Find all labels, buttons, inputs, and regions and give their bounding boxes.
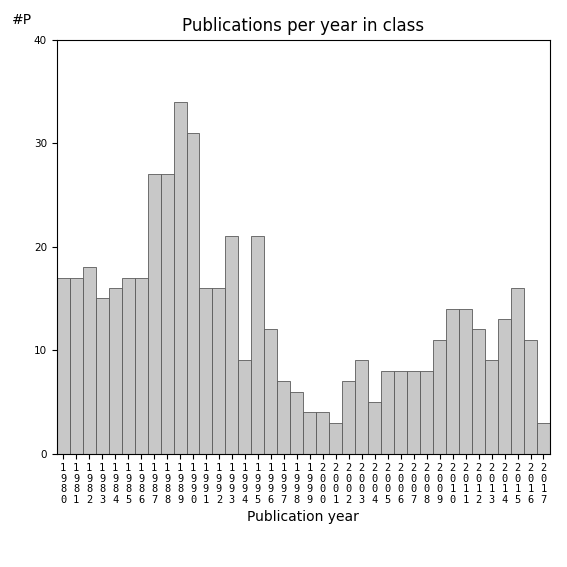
Bar: [147, 174, 160, 454]
Bar: [70, 278, 83, 454]
Bar: [420, 371, 433, 454]
Bar: [356, 361, 368, 454]
Bar: [472, 329, 485, 454]
Title: Publications per year in class: Publications per year in class: [182, 18, 425, 35]
Bar: [290, 391, 303, 454]
Bar: [57, 278, 70, 454]
Bar: [511, 288, 524, 454]
Bar: [251, 236, 264, 454]
Bar: [368, 402, 381, 454]
Bar: [329, 422, 342, 454]
Bar: [134, 278, 147, 454]
Bar: [498, 319, 511, 454]
Bar: [446, 308, 459, 454]
Bar: [121, 278, 134, 454]
Bar: [342, 381, 356, 454]
Bar: [381, 371, 394, 454]
Bar: [96, 298, 109, 454]
Bar: [459, 308, 472, 454]
Bar: [160, 174, 174, 454]
Bar: [394, 371, 407, 454]
Bar: [187, 133, 200, 454]
X-axis label: Publication year: Publication year: [247, 510, 359, 524]
Bar: [537, 422, 550, 454]
Bar: [485, 361, 498, 454]
Bar: [226, 236, 239, 454]
Bar: [407, 371, 420, 454]
Bar: [200, 288, 213, 454]
Bar: [303, 412, 316, 454]
Bar: [524, 340, 537, 454]
Bar: [83, 267, 96, 454]
Bar: [239, 361, 251, 454]
Bar: [277, 381, 290, 454]
Bar: [174, 102, 187, 454]
Bar: [109, 288, 121, 454]
Bar: [264, 329, 277, 454]
Y-axis label: #P: #P: [12, 13, 32, 27]
Bar: [213, 288, 226, 454]
Bar: [433, 340, 446, 454]
Bar: [316, 412, 329, 454]
